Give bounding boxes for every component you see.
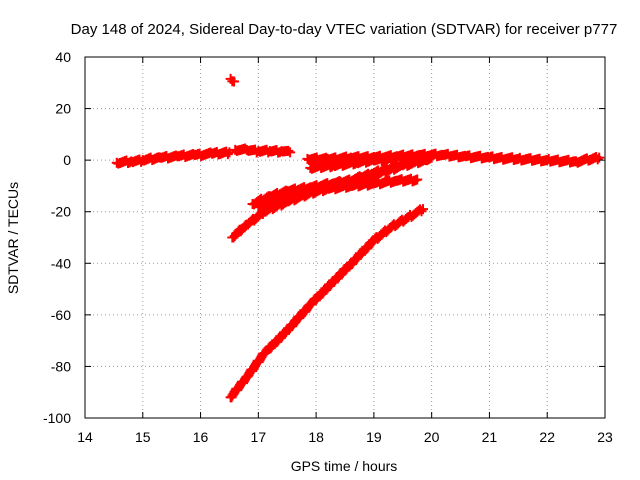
series-isolated-point xyxy=(225,73,240,87)
series-deep-track xyxy=(225,204,428,403)
data-point xyxy=(592,154,603,165)
x-tick-label: 21 xyxy=(482,429,498,445)
data-point xyxy=(283,145,294,156)
data-point xyxy=(418,204,428,215)
data-point xyxy=(222,149,233,160)
y-tick-label: -20 xyxy=(51,204,71,220)
y-axis-label: SDTVAR / TECUs xyxy=(5,182,21,294)
data-point xyxy=(426,152,437,163)
ticks: 14 15 16 17 18 19 20 21 22 23 40 20 0 -20 -40 -60 -80 -10… xyxy=(43,49,613,445)
y-tick-label: -80 xyxy=(51,358,71,374)
x-tick-label: 19 xyxy=(366,429,382,445)
y-tick-label: 40 xyxy=(55,49,71,65)
data-point xyxy=(224,147,235,158)
series-track-near-zero-b xyxy=(230,143,296,158)
data-point xyxy=(416,206,427,217)
y-tick-label: -40 xyxy=(51,255,71,271)
x-tick-label: 15 xyxy=(135,429,151,445)
data-points xyxy=(111,73,605,403)
y-tick-label: 20 xyxy=(55,101,71,117)
y-tick-label: -100 xyxy=(43,410,71,426)
x-axis-label: GPS time / hours xyxy=(291,458,398,474)
series-converging-track-d xyxy=(305,153,397,174)
x-tick-label: 20 xyxy=(424,429,440,445)
x-tick-label: 16 xyxy=(193,429,209,445)
plot-frame xyxy=(84,56,606,419)
data-point xyxy=(285,147,296,158)
x-tick-label: 22 xyxy=(539,429,555,445)
y-tick-label: -60 xyxy=(51,307,71,323)
x-tick-label: 18 xyxy=(308,429,324,445)
data-point xyxy=(229,76,240,87)
data-point xyxy=(412,174,423,185)
x-tick-label: 17 xyxy=(251,429,267,445)
data-point xyxy=(594,152,605,163)
x-tick-label: 14 xyxy=(77,429,93,445)
series-track-near-zero-a xyxy=(111,146,235,169)
data-point xyxy=(420,155,431,166)
x-tick-label: 23 xyxy=(597,429,613,445)
data-point xyxy=(386,153,397,164)
y-tick-label: 0 xyxy=(63,152,71,168)
chart-title: Day 148 of 2024, Sidereal Day-to-day VTE… xyxy=(71,21,618,38)
grid xyxy=(85,57,605,418)
series-converging-track-c xyxy=(253,173,423,213)
